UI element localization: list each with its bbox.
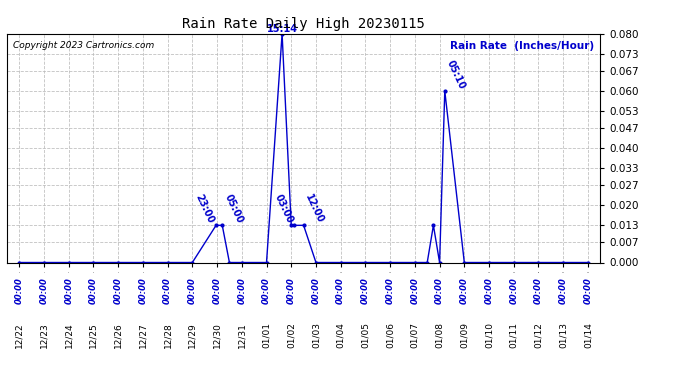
Text: 00:00: 00:00 [163,278,172,304]
Text: 00:00: 00:00 [484,278,493,304]
Text: 00:00: 00:00 [411,278,420,304]
Text: 15:14: 15:14 [266,24,297,34]
Text: 12/29: 12/29 [188,322,197,348]
Text: 03:00: 03:00 [273,193,295,225]
Text: 00:00: 00:00 [188,278,197,304]
Text: Rain Rate  (Inches/Hour): Rain Rate (Inches/Hour) [451,40,594,51]
Text: Copyright 2023 Cartronics.com: Copyright 2023 Cartronics.com [13,40,154,50]
Text: 12/22: 12/22 [14,322,23,348]
Text: 23:00: 23:00 [194,193,216,225]
Text: 12/24: 12/24 [64,322,73,348]
Text: 01/14: 01/14 [584,322,593,348]
Text: 00:00: 00:00 [509,278,518,304]
Text: 01/12: 01/12 [534,322,543,348]
Text: 12:00: 12:00 [304,193,326,225]
Text: 01/08: 01/08 [435,322,444,348]
Text: 00:00: 00:00 [386,278,395,304]
Text: 00:00: 00:00 [64,278,73,304]
Title: Rain Rate Daily High 20230115: Rain Rate Daily High 20230115 [182,17,425,31]
Text: 01/01: 01/01 [262,322,271,348]
Text: 00:00: 00:00 [14,278,23,304]
Text: 00:00: 00:00 [287,278,296,304]
Text: 00:00: 00:00 [89,278,98,304]
Text: 01/13: 01/13 [559,322,568,348]
Text: 00:00: 00:00 [559,278,568,304]
Text: 00:00: 00:00 [39,278,48,304]
Text: 01/02: 01/02 [287,322,296,348]
Text: 00:00: 00:00 [534,278,543,304]
Text: 00:00: 00:00 [584,278,593,304]
Text: 00:00: 00:00 [361,278,370,304]
Text: 00:00: 00:00 [139,278,148,304]
Text: 12/30: 12/30 [213,322,221,348]
Text: 05:10: 05:10 [445,58,467,91]
Text: 00:00: 00:00 [237,278,246,304]
Text: 01/04: 01/04 [336,322,345,348]
Text: 12/25: 12/25 [89,322,98,348]
Text: 01/11: 01/11 [509,322,518,348]
Text: 00:00: 00:00 [213,278,221,304]
Text: 01/03: 01/03 [311,322,320,348]
Text: 00:00: 00:00 [435,278,444,304]
Text: 00:00: 00:00 [336,278,345,304]
Text: 01/06: 01/06 [386,322,395,348]
Text: 01/10: 01/10 [484,322,493,348]
Text: 00:00: 00:00 [262,278,271,304]
Text: 12/23: 12/23 [39,322,48,348]
Text: 12/26: 12/26 [114,322,123,348]
Text: 12/28: 12/28 [163,322,172,348]
Text: 00:00: 00:00 [460,278,469,304]
Text: 05:00: 05:00 [222,193,244,225]
Text: 01/09: 01/09 [460,322,469,348]
Text: 12/31: 12/31 [237,322,246,348]
Text: 00:00: 00:00 [311,278,320,304]
Text: 01/07: 01/07 [411,322,420,348]
Text: 00:00: 00:00 [114,278,123,304]
Text: 12/27: 12/27 [139,322,148,348]
Text: 01/05: 01/05 [361,322,370,348]
